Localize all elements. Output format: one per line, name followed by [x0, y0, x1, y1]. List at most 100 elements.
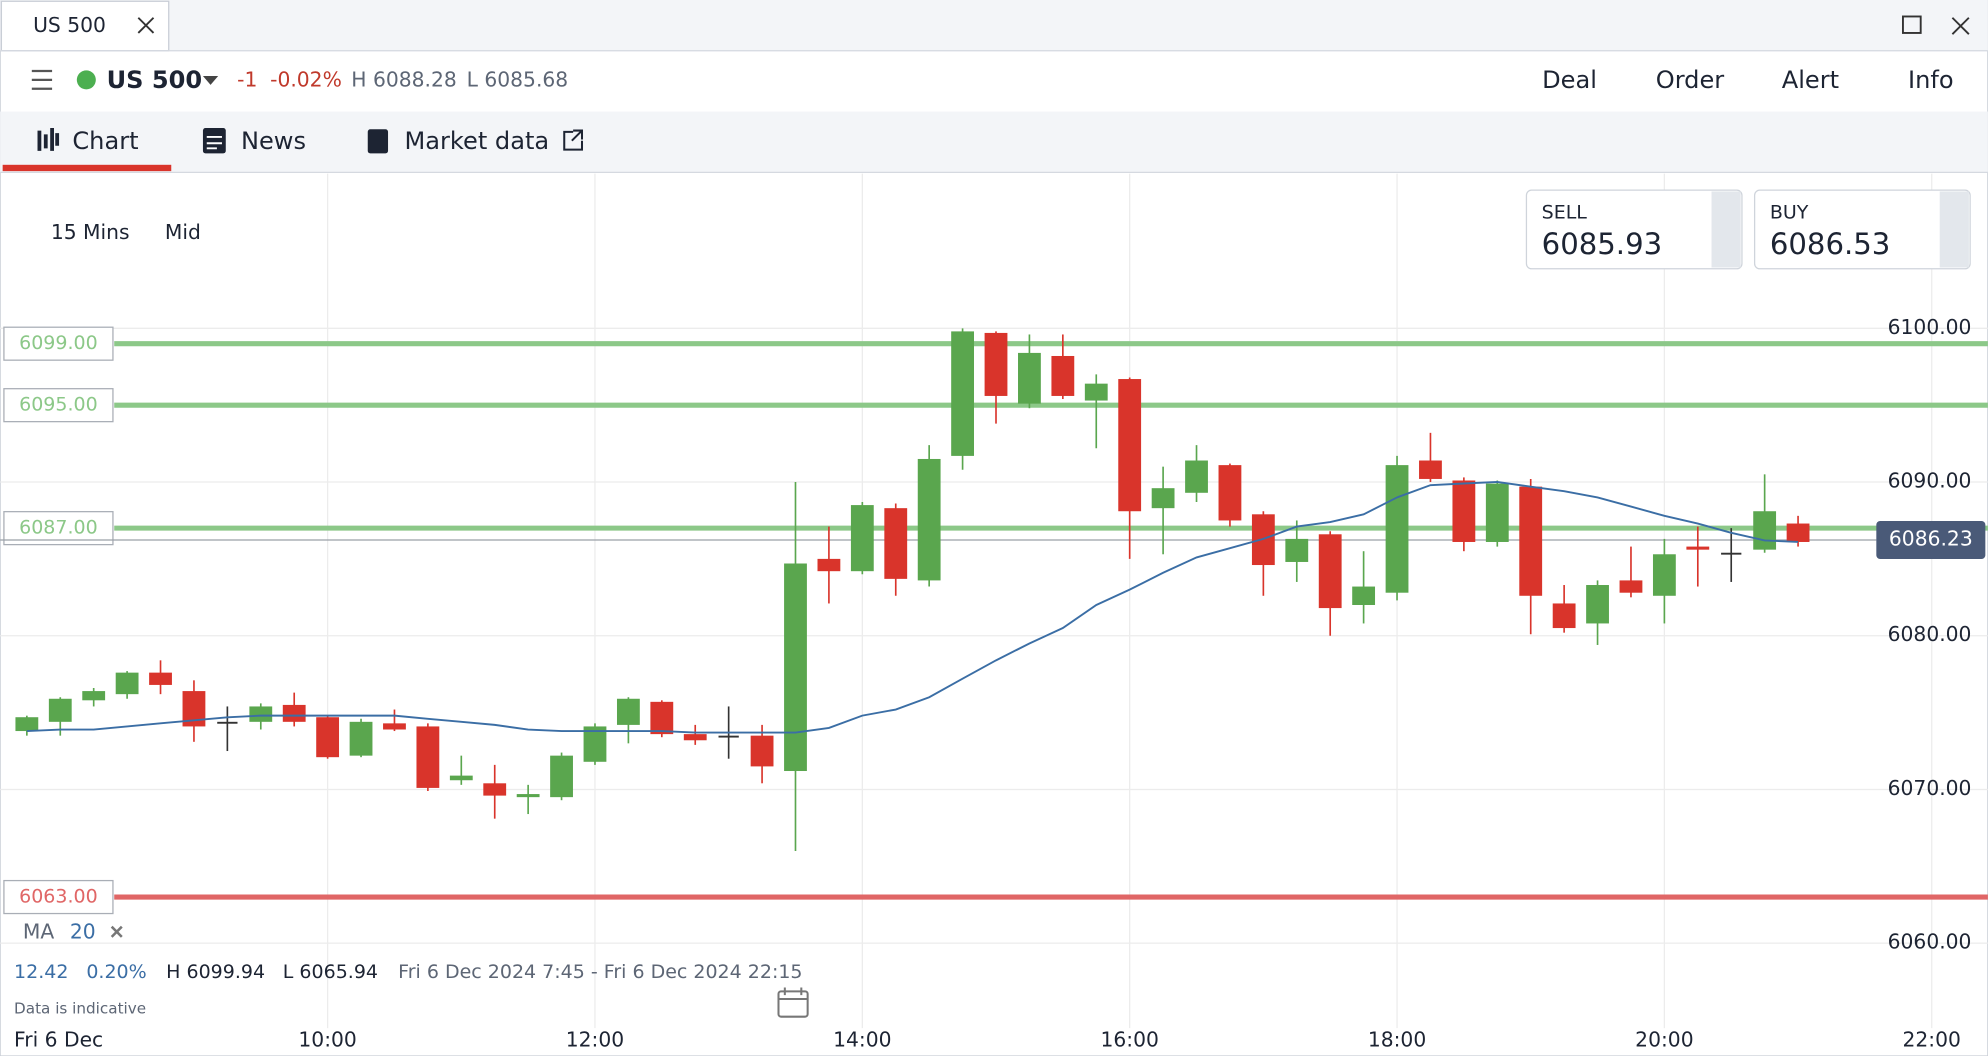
tab-close[interactable] [137, 17, 155, 34]
buy-price: 6086.53 [1770, 227, 1891, 261]
date-label: Fri 6 Dec [14, 1027, 103, 1051]
y-tick-label: 6070.00 [1888, 776, 1972, 800]
candle-body [1285, 538, 1309, 562]
candle-body [416, 726, 440, 788]
instrument[interactable]: US 500 [107, 66, 203, 94]
session-low: L 6085.68 [467, 68, 569, 92]
tab-bar [0, 111, 1988, 173]
candle-body [1552, 603, 1576, 629]
sell-box-edge [1711, 191, 1741, 268]
x-tick-label: 14:00 [833, 1027, 891, 1051]
candle-body [282, 704, 306, 722]
last-price-box [1876, 520, 1986, 559]
buy-box[interactable] [1753, 189, 1971, 270]
candle-body [115, 672, 139, 695]
stat-change-pct: 0.20% [86, 961, 146, 983]
chart-tab[interactable]: Chart [72, 127, 138, 155]
menu[interactable] [31, 69, 53, 90]
candle-body [850, 505, 874, 572]
candle-body [1051, 355, 1075, 396]
price-level-box [3, 511, 114, 546]
candle-body [316, 717, 340, 758]
candle-body [82, 691, 106, 701]
candle-body [1721, 552, 1742, 555]
overlay: 15 Mins Mid SELL 6085.93 BUY 6086.53 MA … [14, 189, 1971, 1051]
interval[interactable]: 15 Mins [51, 220, 130, 244]
close[interactable] [1951, 17, 1970, 35]
candle-body [884, 508, 908, 579]
market-data-tab[interactable]: Market data [405, 127, 550, 155]
candle-body [383, 723, 406, 730]
candle-body [1452, 480, 1476, 542]
candle-body [1084, 383, 1108, 401]
candle-body [483, 783, 507, 796]
sell-label: SELL [1542, 201, 1588, 223]
candle-body [1686, 546, 1710, 550]
news-icon [202, 128, 226, 154]
stat-range: Fri 6 Dec 2024 7:45 - Fri 6 Dec 2024 22:… [398, 961, 802, 983]
window-tab[interactable] [0, 0, 170, 52]
price-type[interactable]: Mid [165, 220, 201, 244]
deal-button[interactable]: Deal [1542, 66, 1597, 94]
candle-body [984, 332, 1008, 396]
x-tick-label: 16:00 [1100, 1027, 1158, 1051]
news-icon-lines [206, 135, 222, 150]
candle-body [1586, 585, 1609, 624]
chart-icon [37, 128, 60, 151]
candle-body [550, 755, 573, 798]
price-level-label: 6063.00 [19, 886, 98, 908]
order-button[interactable]: Order [1656, 66, 1725, 94]
candle-body [1652, 554, 1676, 596]
y-tick-label: 6090.00 [1888, 469, 1972, 493]
indicator-remove[interactable] [110, 925, 123, 938]
info-button[interactable]: Info [1908, 66, 1954, 94]
session-high: H 6088.28 [351, 68, 456, 92]
indicator-period: 20 [70, 920, 96, 944]
candle-body [1786, 523, 1810, 542]
instrument-caret[interactable] [202, 76, 219, 85]
x-tick-label: 12:00 [566, 1027, 624, 1051]
price-level-label: 6095.00 [19, 394, 98, 416]
sell-price: 6085.93 [1542, 227, 1663, 261]
candle-body [683, 734, 707, 741]
last-price-label: 6086.23 [1889, 526, 1973, 550]
calendar-icon[interactable] [777, 990, 809, 1018]
active-tab-underline [2, 164, 172, 172]
alert-button[interactable]: Alert [1782, 66, 1839, 94]
candle-body [1619, 580, 1643, 593]
y-tick-label: 6060.00 [1888, 930, 1972, 954]
calendar-icon-detail [778, 987, 808, 1000]
candle-body [1419, 460, 1442, 479]
candle-body [15, 717, 39, 732]
buy-label: BUY [1770, 201, 1809, 223]
plot: 10:00 12:00 14:00 16:00 18:00 20:00 22:00 6060.… [0, 173, 1988, 1051]
external-link-icon [563, 129, 584, 151]
x-tick-label: 10:00 [298, 1027, 356, 1051]
y-tick-label: 6100.00 [1888, 315, 1972, 339]
x-tick-label: 18:00 [1368, 1027, 1426, 1051]
candle-body [1151, 488, 1175, 509]
candle-body [1118, 379, 1142, 512]
sell-box[interactable] [1525, 189, 1743, 270]
change-pct: -0.02% [270, 68, 342, 92]
stat-change: 12.42 [14, 961, 68, 983]
news-tab[interactable]: News [241, 127, 306, 155]
candle-body [917, 458, 941, 581]
stat-high: H 6099.94 [166, 961, 265, 983]
candle-body [1519, 486, 1543, 596]
candle-body [1385, 465, 1409, 593]
window-tab-label: US 500 [33, 13, 106, 37]
maximize[interactable] [1901, 15, 1922, 34]
price-level-box [3, 326, 114, 361]
candle-body [616, 698, 640, 725]
x-tick-label: 22:00 [1903, 1027, 1961, 1051]
change: -1 [237, 68, 257, 92]
candle-body [750, 735, 774, 767]
candle-body [182, 691, 206, 727]
disclaimer: Data is indicative [14, 1000, 146, 1018]
candle-body [149, 672, 172, 685]
indicator-name: MA [23, 920, 54, 944]
candle-body [1485, 483, 1509, 542]
